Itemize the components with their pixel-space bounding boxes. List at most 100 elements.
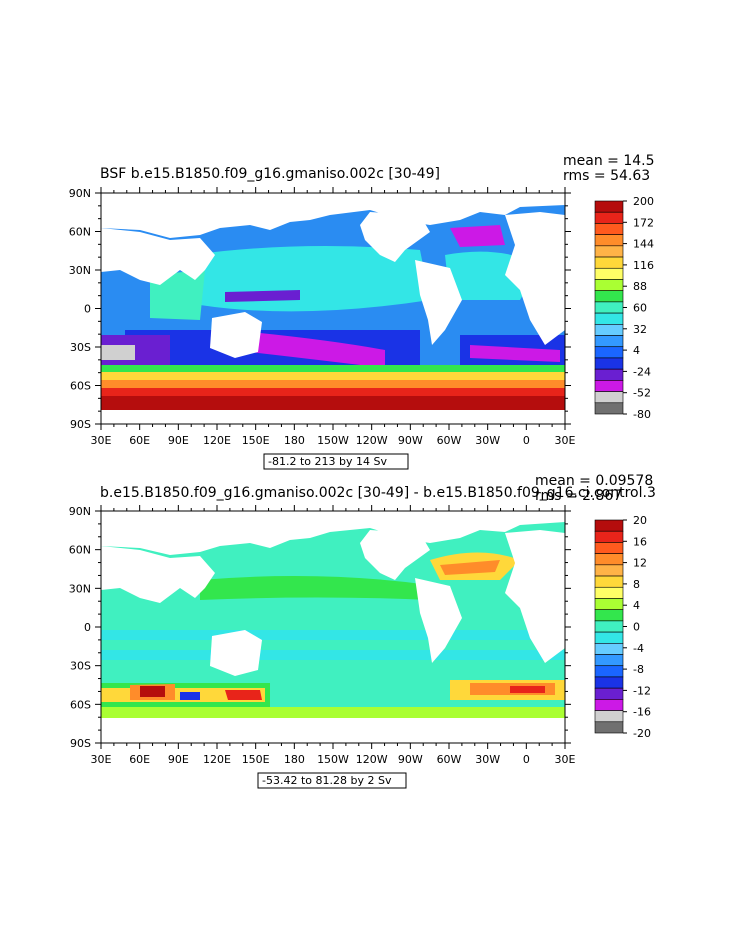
colorbar-swatch xyxy=(594,290,624,303)
colorbar-swatch xyxy=(594,676,624,689)
colorbar-swatch xyxy=(594,575,624,588)
panel-1-australia xyxy=(210,312,262,358)
panel-2-info-box xyxy=(257,772,407,789)
x-tick-label: 30E xyxy=(91,753,112,766)
colorbar-swatch xyxy=(594,312,624,325)
y-tick-label: 30N xyxy=(69,582,91,595)
colorbar-swatch xyxy=(594,357,624,370)
panel-2-tropical-band xyxy=(200,576,430,600)
colorbar-swatch xyxy=(594,256,624,269)
x-tick-label: 120W xyxy=(356,434,388,447)
x-tick-label: 60W xyxy=(437,753,462,766)
colorbar-swatch xyxy=(594,245,624,258)
panel-2-antarctica xyxy=(101,718,565,743)
panel-1-mean: mean = 14.5 xyxy=(563,153,655,169)
y-tick-label: 0 xyxy=(84,303,91,316)
x-tick-label: 150E xyxy=(242,753,270,766)
panel-1-contour-info: -81.2 to 213 by 14 Sv xyxy=(268,455,387,468)
colorbar-label: -52 xyxy=(633,387,651,400)
colorbar-label: 32 xyxy=(633,323,647,336)
x-tick-label: 60E xyxy=(129,753,150,766)
x-tick-label: 180 xyxy=(284,434,305,447)
x-tick-label: 150W xyxy=(317,434,349,447)
colorbar-label: 12 xyxy=(633,557,647,570)
panel-2-north-america xyxy=(360,530,430,580)
colorbar-label: 144 xyxy=(633,238,654,251)
panel-2-land xyxy=(101,511,565,743)
panel-2-mean: mean = 0.09578 xyxy=(535,473,653,489)
y-tick-label: 0 xyxy=(84,621,91,634)
x-tick-label: 30E xyxy=(91,434,112,447)
y-tick-label: 60S xyxy=(70,698,91,711)
colorbar-label: 172 xyxy=(633,216,654,229)
panel-2-max-region xyxy=(140,686,165,697)
x-tick-label: 90E xyxy=(168,753,189,766)
colorbar-label: 4 xyxy=(633,344,640,357)
colorbar-swatch xyxy=(594,643,624,655)
colorbar-label: -16 xyxy=(633,706,651,719)
y-tick-label: 30S xyxy=(70,660,91,673)
panel-2-map xyxy=(101,511,565,743)
colorbar-swatch xyxy=(594,519,624,532)
panel-1-title: BSF b.e15.B1850.f09_g16.gmaniso.002c [30… xyxy=(100,166,440,182)
panel-1: BSF b.e15.B1850.f09_g16.gmaniso.002c [30… xyxy=(69,153,655,470)
colorbar-swatch xyxy=(594,301,624,314)
x-tick-label: 30E xyxy=(555,753,576,766)
colorbar-swatch xyxy=(594,335,624,348)
colorbar-label: -20 xyxy=(633,727,651,740)
panel-2: b.e15.B1850.f09_g16.gmaniso.002c [30-49]… xyxy=(69,473,656,789)
colorbar-label: 88 xyxy=(633,280,647,293)
x-tick-label: 30W xyxy=(475,434,500,447)
colorbar-swatch xyxy=(594,267,624,280)
colorbar-swatch xyxy=(594,710,624,723)
colorbar-label: 200 xyxy=(633,195,654,208)
panel-2-africa-europe xyxy=(505,530,565,663)
colorbar-swatch xyxy=(594,699,624,711)
colorbar-swatch xyxy=(594,586,624,599)
x-tick-label: 30E xyxy=(555,434,576,447)
colorbar-swatch xyxy=(594,687,624,700)
colorbar-label: 60 xyxy=(633,302,647,315)
colorbar-swatch xyxy=(594,631,624,644)
panel-1-indian-ocean xyxy=(150,270,205,320)
panel-1-map xyxy=(101,193,565,424)
colorbar-swatch xyxy=(594,542,624,554)
y-tick-label: 60N xyxy=(69,544,91,557)
panel-1-min-region xyxy=(101,345,135,360)
panel-2-title: b.e15.B1850.f09_g16.gmaniso.002c [30-49]… xyxy=(100,485,656,501)
colorbar-label: 4 xyxy=(633,599,640,612)
colorbar-swatch xyxy=(594,598,624,610)
colorbar-swatch xyxy=(594,234,624,247)
colorbar-swatch xyxy=(594,530,624,543)
colorbar-swatch xyxy=(594,211,624,224)
x-tick-label: 150E xyxy=(242,434,270,447)
colorbar-label: 116 xyxy=(633,259,654,272)
y-tick-label: 60N xyxy=(69,226,91,239)
y-tick-label: 30S xyxy=(70,341,91,354)
x-tick-label: 120W xyxy=(356,753,388,766)
colorbar-swatch xyxy=(594,564,624,577)
colorbar-swatch xyxy=(594,654,624,667)
colorbar-label: 8 xyxy=(633,578,640,591)
panel-1-acc-edge xyxy=(101,365,565,372)
x-tick-label: 120E xyxy=(203,434,231,447)
y-tick-label: 90N xyxy=(69,505,91,518)
x-tick-label: 150W xyxy=(317,753,349,766)
panel-1-acc-core xyxy=(101,396,565,412)
colorbar-swatch xyxy=(594,620,624,633)
colorbar-swatch xyxy=(594,391,624,404)
colorbar-label: -24 xyxy=(633,365,651,378)
colorbar-label: -8 xyxy=(633,663,644,676)
panel-1-land xyxy=(101,193,565,424)
x-tick-label: 90W xyxy=(398,434,423,447)
colorbar-swatch xyxy=(594,665,624,678)
panel-1-north-america xyxy=(360,212,430,262)
colorbar-swatch xyxy=(594,346,624,359)
panel-2-axes: 30E 60E 90E 120E 150E 180 150W 120W 90W 60W 30W 0 30… xyxy=(69,505,576,766)
x-tick-label: 0 xyxy=(523,753,530,766)
colorbar-swatch xyxy=(594,324,624,336)
colorbar-label: -12 xyxy=(633,684,651,697)
x-tick-label: 30W xyxy=(475,753,500,766)
panel-2-rms: rms = 2.867 xyxy=(535,488,622,504)
